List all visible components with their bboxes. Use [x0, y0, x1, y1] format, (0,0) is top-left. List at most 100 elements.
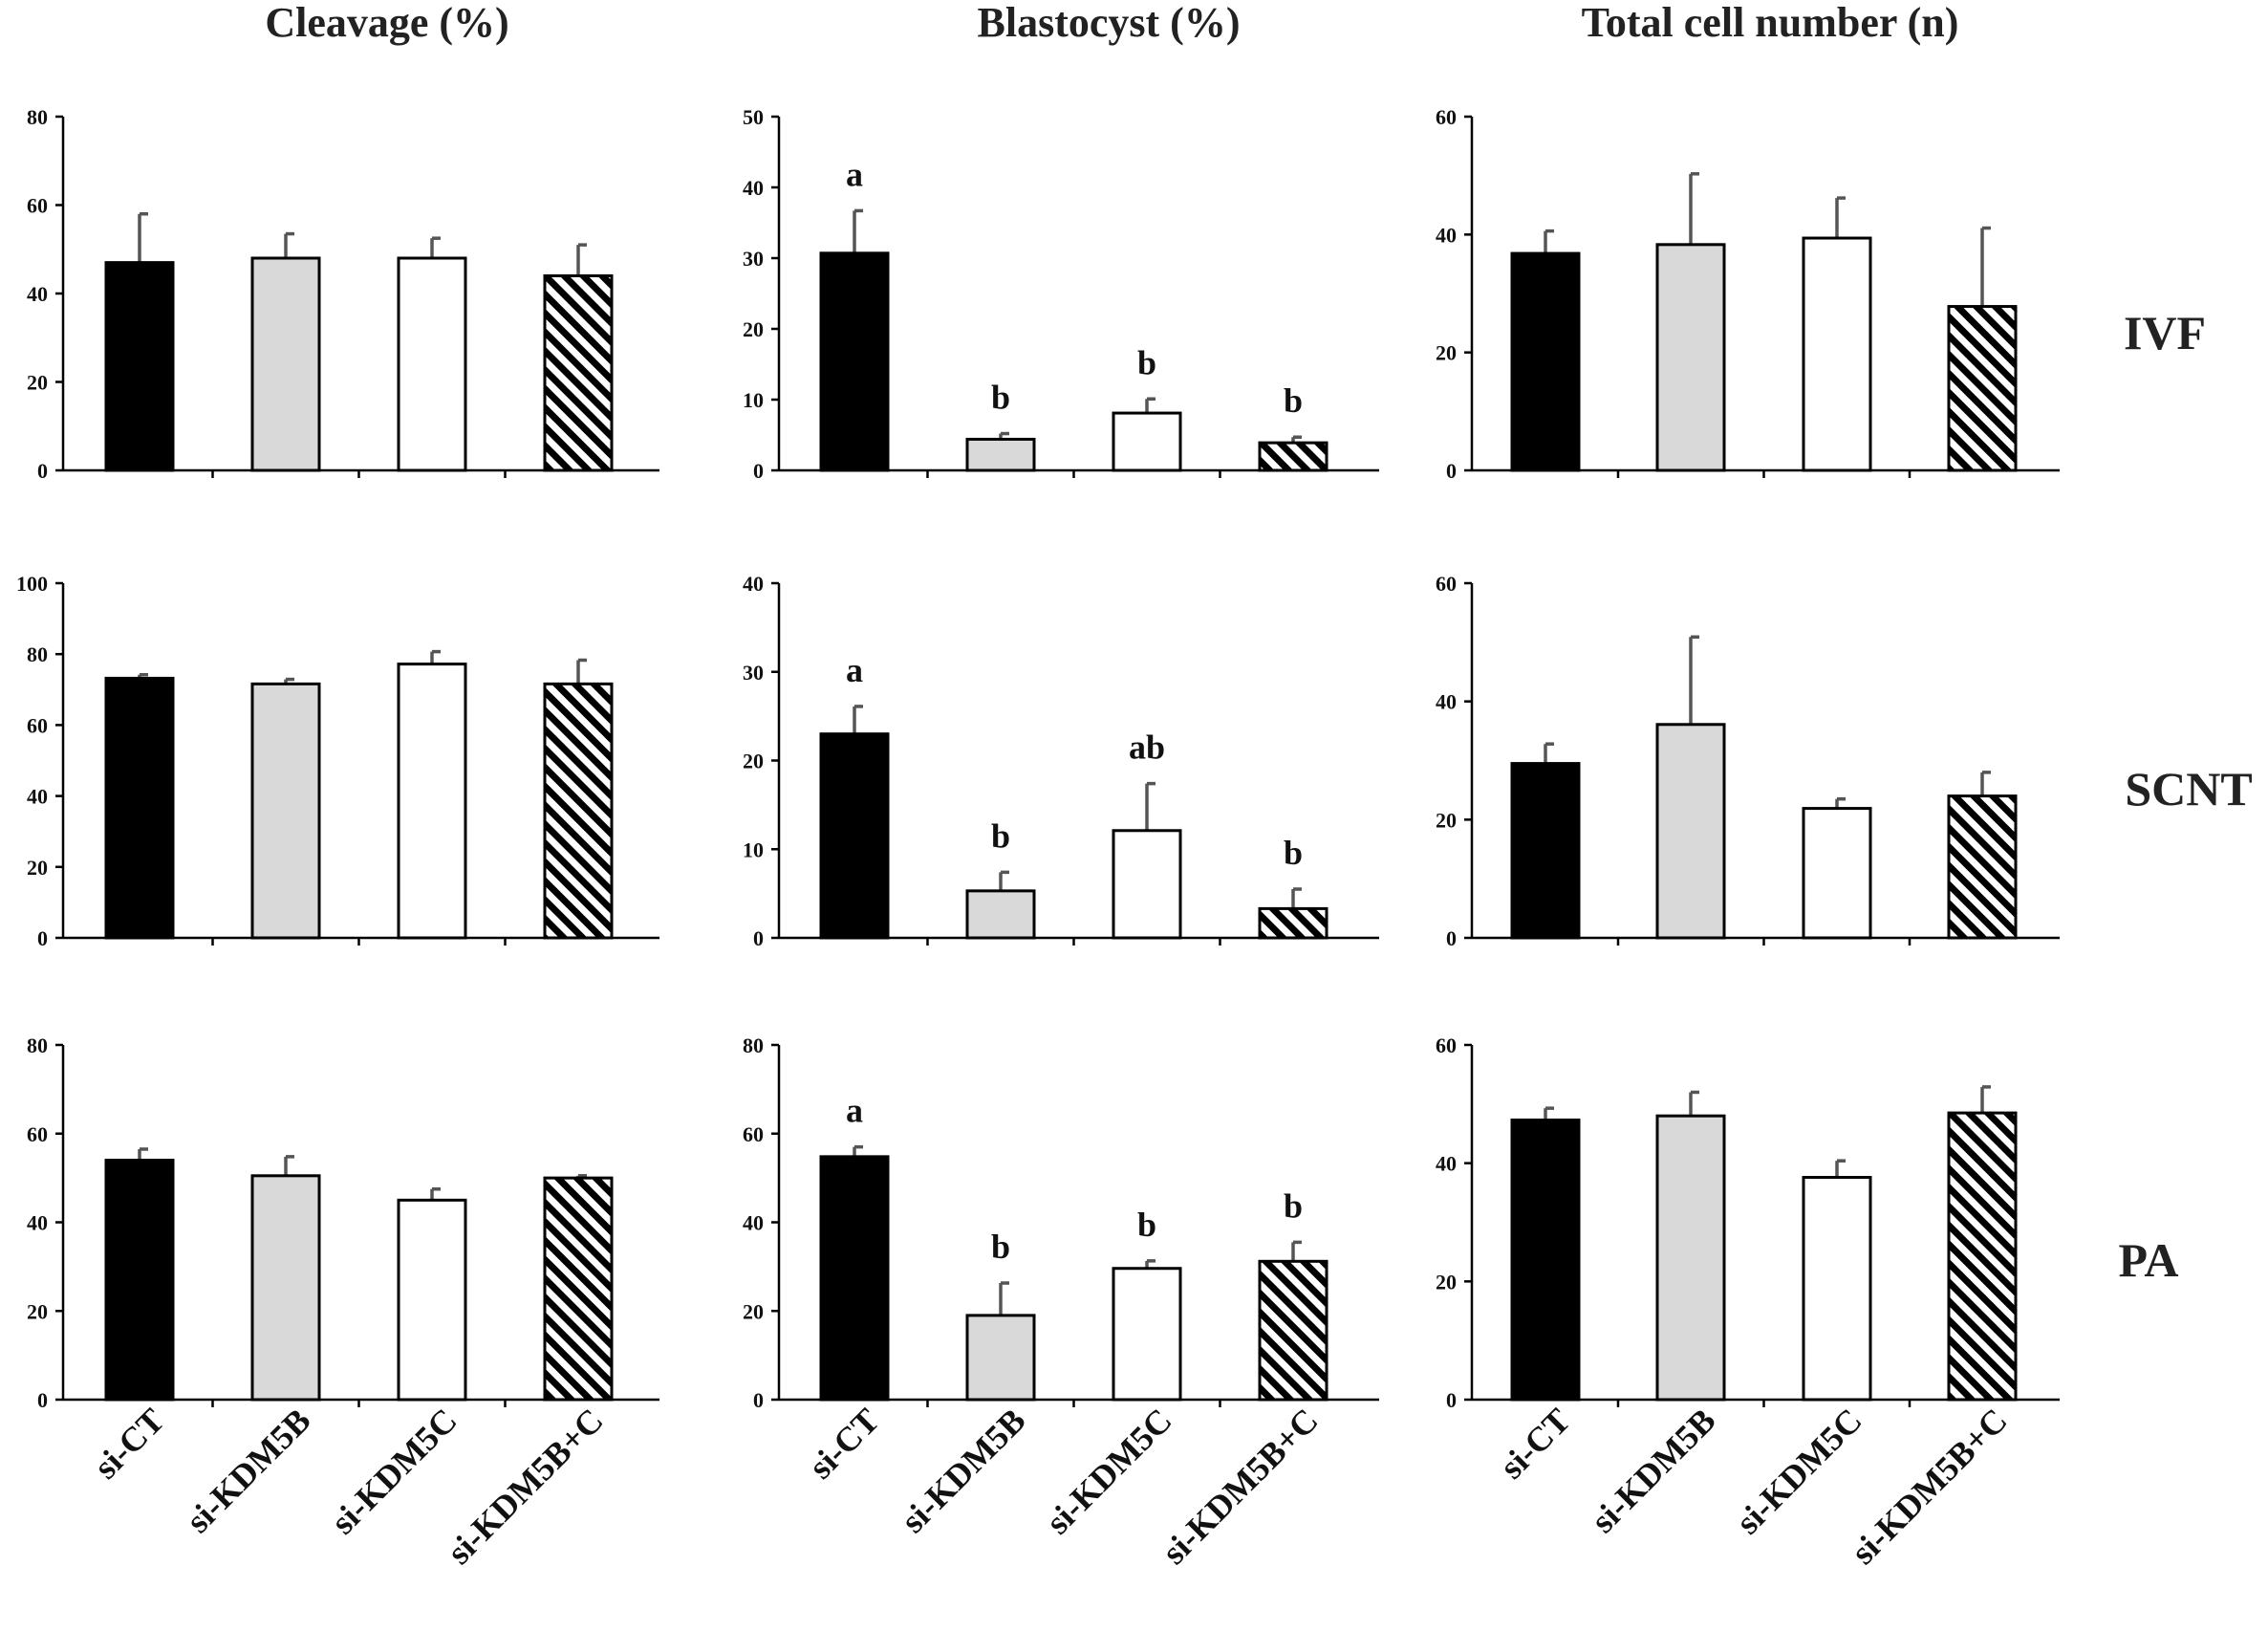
- y-tick-label: 80: [27, 642, 48, 666]
- significance-label: b: [1284, 834, 1303, 872]
- bar-si-ct: [104, 261, 175, 472]
- significance-label: a: [846, 155, 863, 193]
- y-tick-label: 0: [37, 1388, 48, 1412]
- bar-si-kdm5b+c: [543, 274, 614, 472]
- y-tick-label: 40: [743, 572, 764, 596]
- y-tick-label: 40: [1436, 223, 1457, 247]
- y-tick-label: 0: [753, 926, 764, 950]
- significance-label: ab: [1129, 729, 1165, 767]
- bar-si-kdm5c: [397, 256, 467, 472]
- category-label-si-ct: si-CT: [1493, 1401, 1578, 1486]
- bar-si-ct: [104, 1159, 175, 1402]
- bar-si-kdm5b: [250, 1174, 321, 1402]
- y-tick-label: 10: [743, 837, 764, 861]
- bar-chart-ivf-3: 0 20 40 60: [1436, 105, 2060, 483]
- y-tick-label: 40: [1436, 1152, 1457, 1176]
- category-label-si-ct: si-CT: [802, 1401, 887, 1486]
- category-label-si-kdm5b+c: si-KDM5B+C: [440, 1401, 611, 1572]
- significance-label: a: [846, 1092, 863, 1130]
- bar-si-kdm5b: [965, 889, 1036, 940]
- significance-label: b: [991, 816, 1010, 855]
- significance-label: b: [1137, 343, 1156, 381]
- column-title-blastocyst: Blastocyst (%): [978, 0, 1241, 46]
- category-label-si-kdm5b: si-KDM5B: [179, 1401, 318, 1540]
- bar-si-kdm5b+c: [1258, 441, 1328, 472]
- category-label-si-kdm5b: si-KDM5B: [894, 1401, 1033, 1540]
- y-tick-label: 100: [16, 572, 48, 596]
- y-tick-label: 60: [27, 713, 48, 737]
- bar-chart-scnt-1: 0 20 40 60 80 100: [16, 572, 659, 950]
- y-tick-label: 0: [753, 459, 764, 483]
- significance-label: b: [1284, 381, 1303, 420]
- y-tick-label: 30: [743, 661, 764, 685]
- y-tick-label: 60: [27, 1122, 48, 1146]
- category-label-si-kdm5b: si-KDM5B: [1584, 1401, 1723, 1540]
- row-label-ivf: IVF: [2124, 306, 2206, 359]
- y-tick-label: 50: [743, 105, 764, 129]
- bar-si-kdm5b: [965, 1314, 1036, 1402]
- bar-si-kdm5c: [1802, 1176, 1872, 1402]
- bar-si-kdm5b: [1655, 1114, 1726, 1402]
- bar-chart-scnt-3: 0 20 40 60: [1436, 572, 2060, 950]
- bar-si-kdm5c: [1802, 236, 1872, 472]
- bar-si-ct: [1510, 251, 1581, 472]
- bar-si-kdm5c: [1112, 411, 1182, 472]
- bar-chart-pa-2: 0 20 40 60 80 a b b b: [743, 1033, 1379, 1412]
- y-tick-label: 20: [27, 1299, 48, 1323]
- bar-si-ct: [1510, 1119, 1581, 1402]
- category-label-si-kdm5b+c: si-KDM5B+C: [1844, 1401, 2015, 1572]
- y-tick-label: 80: [27, 105, 48, 129]
- bar-si-kdm5c: [1112, 1267, 1182, 1402]
- bar-si-kdm5b+c: [1947, 1111, 2018, 1402]
- row-label-scnt: SCNT: [2125, 762, 2252, 816]
- y-tick-label: 20: [1436, 808, 1457, 832]
- y-tick-label: 20: [743, 750, 764, 773]
- y-tick-label: 60: [1436, 572, 1457, 596]
- y-tick-label: 0: [753, 1388, 764, 1412]
- y-tick-label: 40: [743, 1211, 764, 1235]
- y-tick-label: 10: [743, 388, 764, 412]
- bar-chart-ivf-2: 0 10 20 30 40 50 a b b b: [743, 105, 1379, 483]
- y-tick-label: 20: [743, 317, 764, 341]
- bar-si-ct: [1510, 762, 1581, 940]
- y-tick-label: 30: [743, 247, 764, 271]
- y-tick-label: 20: [27, 856, 48, 880]
- y-tick-label: 60: [743, 1122, 764, 1146]
- bar-si-kdm5c: [397, 663, 467, 940]
- bar-chart-pa-3: 0 20 40 60: [1436, 1033, 2060, 1412]
- y-tick-label: 20: [1436, 1270, 1457, 1294]
- bar-si-ct: [819, 251, 890, 472]
- bar-si-kdm5b: [965, 437, 1036, 472]
- bar-si-kdm5b+c: [1258, 1259, 1328, 1402]
- y-tick-label: 20: [1436, 341, 1457, 365]
- y-tick-label: 0: [1446, 459, 1457, 483]
- column-title-total-cell-number: Total cell number (n): [1582, 0, 1959, 46]
- significance-label: b: [991, 1228, 1010, 1266]
- y-tick-label: 0: [1446, 1388, 1457, 1412]
- bar-si-kdm5b: [1655, 723, 1726, 940]
- chart-panels: 02040608001020304050abbb0204060020406080…: [16, 105, 2060, 1412]
- y-tick-label: 40: [27, 1211, 48, 1235]
- bar-si-ct: [819, 1155, 890, 1402]
- y-tick-label: 20: [743, 1299, 764, 1323]
- bar-chart-ivf-1: 0 20 40 60 80: [27, 105, 659, 483]
- y-tick-label: 60: [1436, 1033, 1457, 1057]
- y-tick-label: 0: [37, 926, 48, 950]
- category-label-si-kdm5c: si-KDM5C: [324, 1401, 464, 1541]
- y-tick-label: 60: [1436, 105, 1457, 129]
- significance-label: b: [991, 379, 1010, 417]
- bar-si-kdm5b+c: [1947, 305, 2018, 472]
- y-tick-label: 40: [27, 785, 48, 809]
- bar-si-kdm5b: [1655, 243, 1726, 472]
- y-tick-label: 40: [743, 176, 764, 200]
- y-tick-label: 60: [27, 194, 48, 218]
- category-label-si-kdm5c: si-KDM5C: [1729, 1401, 1869, 1541]
- y-tick-label: 0: [1446, 926, 1457, 950]
- bar-chart-pa-1: 0 20 40 60 80: [27, 1033, 659, 1412]
- y-tick-label: 40: [1436, 690, 1457, 714]
- category-label-si-kdm5b+c: si-KDM5B+C: [1155, 1401, 1326, 1572]
- row-label-pa: PA: [2119, 1233, 2179, 1287]
